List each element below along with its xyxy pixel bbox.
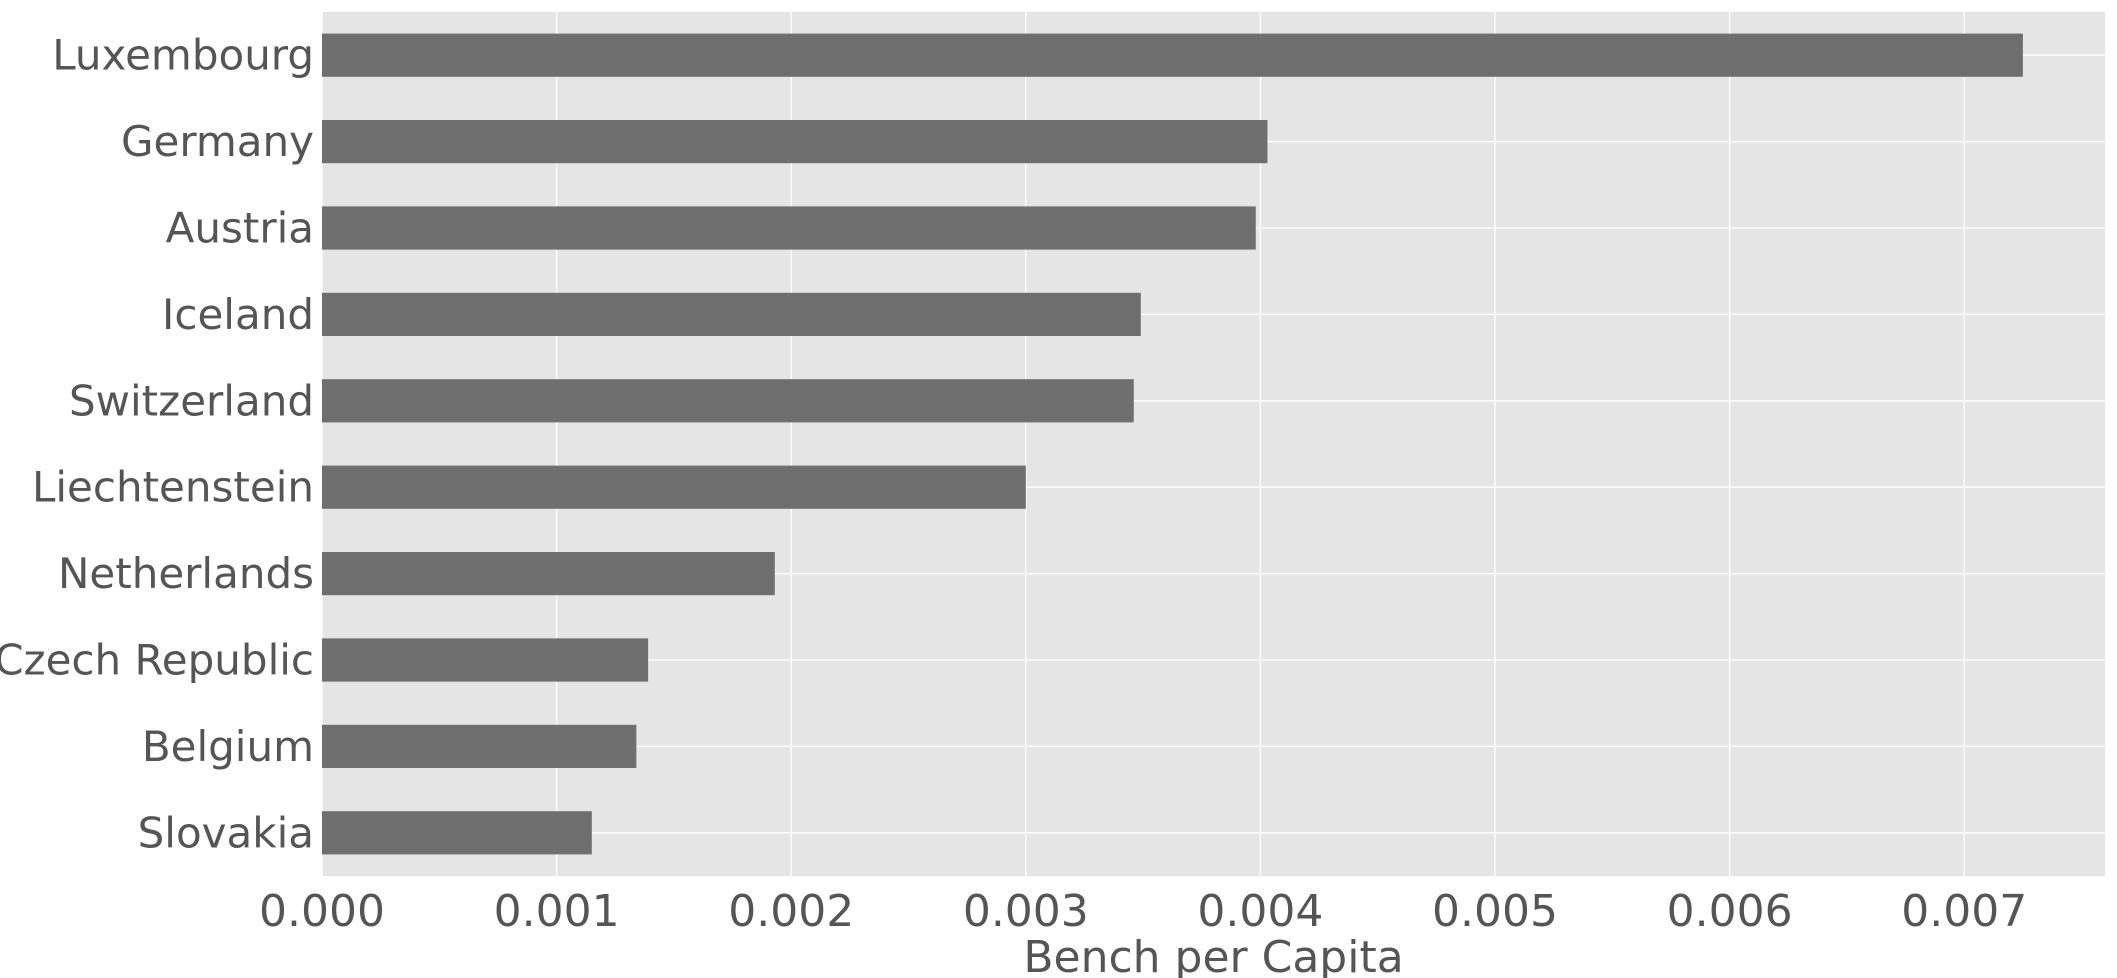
category-label: Austria — [166, 204, 314, 253]
bar-slovakia — [322, 811, 592, 855]
bar-luxembourg — [322, 33, 2023, 77]
bar-czech-republic — [322, 638, 649, 682]
bar-belgium — [322, 724, 637, 768]
category-label: Iceland — [162, 290, 314, 339]
x-tick-label: 0.000 — [259, 886, 385, 937]
x-tick-label: 0.004 — [1197, 886, 1323, 937]
category-label: Luxembourg — [52, 31, 314, 80]
bars — [322, 33, 2023, 855]
x-tick-label: 0.007 — [1901, 886, 2027, 937]
x-tick-label: 0.005 — [1432, 886, 1558, 937]
x-tick-labels: 0.000 0.001 0.002 0.003 0.004 0.005 0.006 0.007 — [259, 886, 2027, 937]
category-labels: Luxembourg Germany Austria Iceland Switzerla… — [0, 31, 314, 858]
bar-switzerland — [322, 379, 1134, 423]
bar-liechtenstein — [322, 465, 1026, 509]
x-tick-label: 0.006 — [1667, 886, 1793, 937]
category-label: Czech Republic — [0, 636, 314, 685]
category-label: Liechtenstein — [32, 463, 314, 512]
x-tick-label: 0.003 — [963, 886, 1089, 937]
x-tick-label: 0.002 — [728, 886, 854, 937]
category-label: Switzerland — [69, 376, 314, 425]
bar-germany — [322, 120, 1268, 164]
category-label: Slovakia — [138, 808, 314, 857]
category-label: Belgium — [142, 722, 314, 771]
category-label: Germany — [121, 117, 314, 166]
bar-iceland — [322, 292, 1141, 336]
x-tick-label: 0.001 — [494, 886, 620, 937]
x-axis-title: Bench per Capita — [1023, 932, 1403, 978]
bar-austria — [322, 206, 1256, 250]
category-label: Netherlands — [58, 549, 314, 598]
bar-netherlands — [322, 552, 775, 596]
